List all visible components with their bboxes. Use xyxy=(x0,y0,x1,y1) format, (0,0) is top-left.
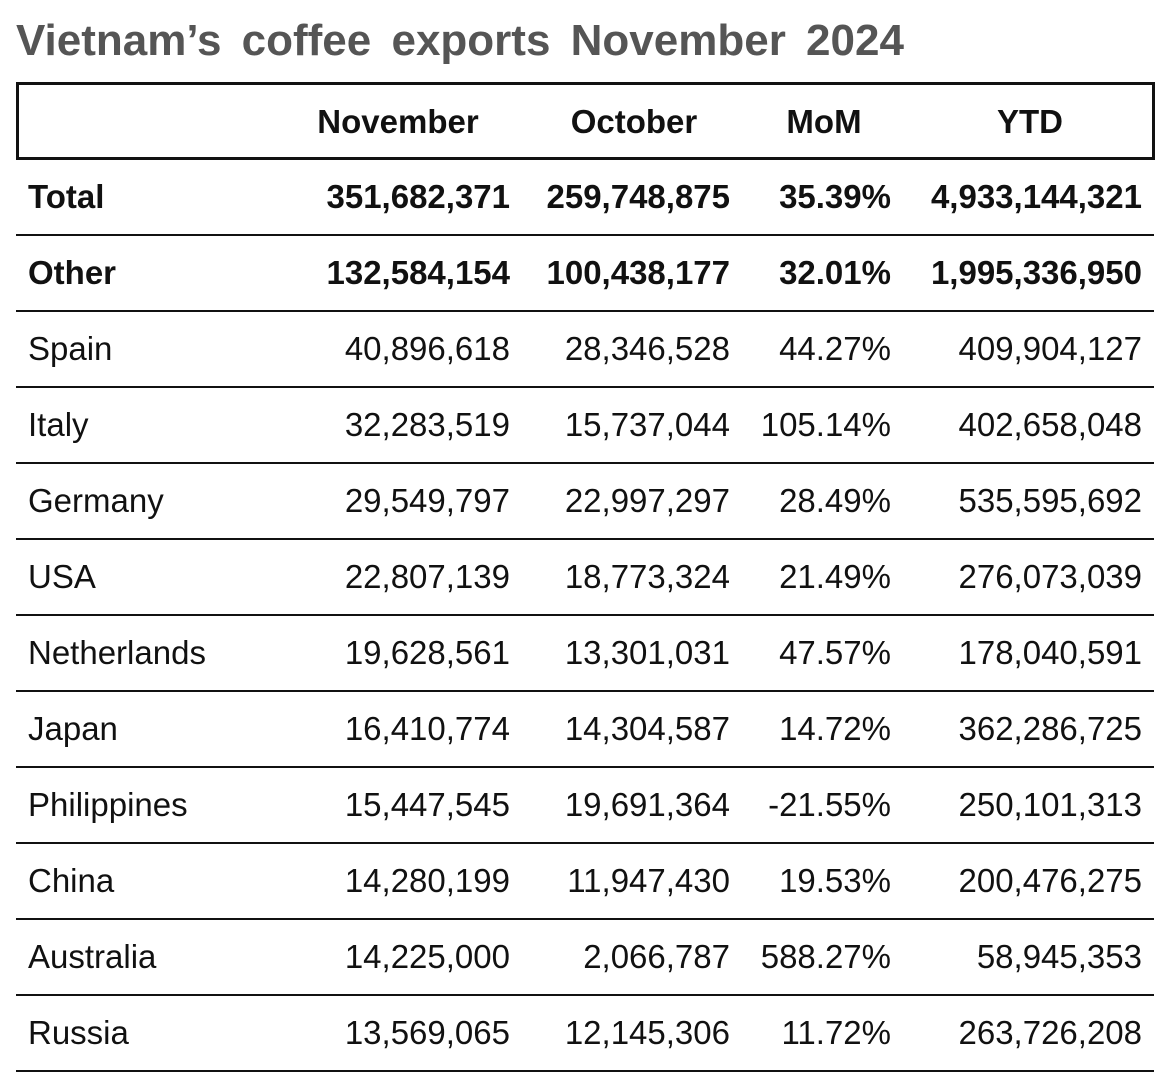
title: Vietnam’s coffee exports November 2024 xyxy=(16,16,904,65)
value-cell: 29,549,797 xyxy=(344,482,510,519)
value-cell: 409,904,127 xyxy=(958,330,1142,367)
value-cell: 14,225,000 xyxy=(344,938,510,975)
value-cell: 250,101,313 xyxy=(958,786,1142,823)
value-cell: -21.55% xyxy=(768,786,891,823)
value-cell: 19,628,561 xyxy=(344,634,510,671)
value-cell: 263,726,208 xyxy=(958,1014,1142,1051)
value-cell: 535,595,692 xyxy=(958,482,1142,519)
table-row: Australia 14,225,000 2,066,787 588.27% 58,94… xyxy=(16,918,1154,996)
row-label: USA xyxy=(28,558,96,595)
value-cell: 1,995,336,950 xyxy=(930,254,1142,291)
table-row: Netherlands 19,628,561 13,301,031 47.57% 178… xyxy=(16,614,1154,692)
value-cell: 19,691,364 xyxy=(564,786,730,823)
value-cell: 21.49% xyxy=(779,558,891,595)
table-row: Germany 29,549,797 22,997,297 28.49% 535,595… xyxy=(16,462,1154,540)
value-cell: 28.49% xyxy=(779,482,891,519)
table-row: Russia 13,569,065 12,145,306 11.72% 263,726,… xyxy=(16,994,1154,1072)
value-cell: 16,410,774 xyxy=(344,710,510,747)
value-cell: 44.27% xyxy=(779,330,891,367)
row-label: Total xyxy=(28,178,105,215)
value-cell: 18,773,324 xyxy=(564,558,730,595)
table-row: Japan 16,410,774 14,304,587 14.72% 362,286,7… xyxy=(16,690,1154,768)
row-label: Russia xyxy=(28,1014,129,1051)
value-cell: 19.53% xyxy=(779,862,891,899)
value-cell: 259,748,875 xyxy=(546,178,730,215)
table-row: Spain 40,896,618 28,346,528 44.27% 409,904,1… xyxy=(16,310,1154,388)
row-label: Philippines xyxy=(28,786,188,823)
header-cell: YTD xyxy=(997,103,1063,140)
value-cell: 58,945,353 xyxy=(976,938,1142,975)
value-cell: 14,304,587 xyxy=(564,710,730,747)
header-cell: November xyxy=(317,103,479,140)
value-cell: 351,682,371 xyxy=(326,178,510,215)
table-row: Italy 32,283,519 15,737,044 105.14% 402,658,… xyxy=(16,386,1154,464)
row-label: China xyxy=(28,862,115,899)
row-label: Australia xyxy=(28,938,157,975)
value-cell: 2,066,787 xyxy=(583,938,730,975)
value-cell: 588.27% xyxy=(760,938,891,975)
row-label: Italy xyxy=(28,406,89,443)
row-label: Japan xyxy=(28,710,118,747)
value-cell: 13,301,031 xyxy=(564,634,730,671)
table-row: USA 22,807,139 18,773,324 21.49% 276,073,039 xyxy=(16,538,1154,616)
value-cell: 22,807,139 xyxy=(344,558,510,595)
value-cell: 14.72% xyxy=(779,710,891,747)
value-cell: 12,145,306 xyxy=(564,1014,730,1051)
value-cell: 47.57% xyxy=(779,634,891,671)
value-cell: 11.72% xyxy=(781,1014,891,1051)
value-cell: 402,658,048 xyxy=(958,406,1142,443)
value-cell: 132,584,154 xyxy=(326,254,510,291)
table-row: Philippines 15,447,545 19,691,364 -21.55% 25… xyxy=(16,766,1154,844)
value-cell: 200,476,275 xyxy=(958,862,1142,899)
value-cell: 14,280,199 xyxy=(344,862,510,899)
header-cell: MoM xyxy=(786,103,862,140)
table-row: Other 132,584,154 100,438,177 32.01% 1,995,3… xyxy=(16,234,1154,312)
value-cell: 15,447,545 xyxy=(344,786,510,823)
value-cell: 32.01% xyxy=(779,254,891,291)
row-label: Germany xyxy=(28,482,164,519)
value-cell: 28,346,528 xyxy=(564,330,730,367)
value-cell: 4,933,144,321 xyxy=(930,178,1142,215)
table-row: Total 351,682,371 259,748,875 35.39% 4,933,1… xyxy=(16,158,1154,236)
value-cell: 178,040,591 xyxy=(958,634,1142,671)
value-cell: 11,947,430 xyxy=(567,862,730,899)
value-cell: 15,737,044 xyxy=(564,406,730,443)
table-header: November October MoM YTD xyxy=(16,82,1155,160)
value-cell: 13,569,065 xyxy=(344,1014,510,1051)
value-cell: 40,896,618 xyxy=(344,330,510,367)
header-cell: October xyxy=(570,103,698,140)
value-cell: 100,438,177 xyxy=(546,254,730,291)
row-label: Netherlands xyxy=(28,634,206,671)
value-cell: 105.14% xyxy=(760,406,891,443)
value-cell: 362,286,725 xyxy=(958,710,1142,747)
value-cell: 35.39% xyxy=(779,178,891,215)
value-cell: 22,997,297 xyxy=(564,482,730,519)
row-label: Spain xyxy=(28,330,113,367)
value-cell: 32,283,519 xyxy=(344,406,510,443)
row-label: Other xyxy=(28,254,117,291)
value-cell: 276,073,039 xyxy=(958,558,1142,595)
table-row: China 14,280,199 11,947,430 19.53% 200,476,2… xyxy=(16,842,1154,920)
